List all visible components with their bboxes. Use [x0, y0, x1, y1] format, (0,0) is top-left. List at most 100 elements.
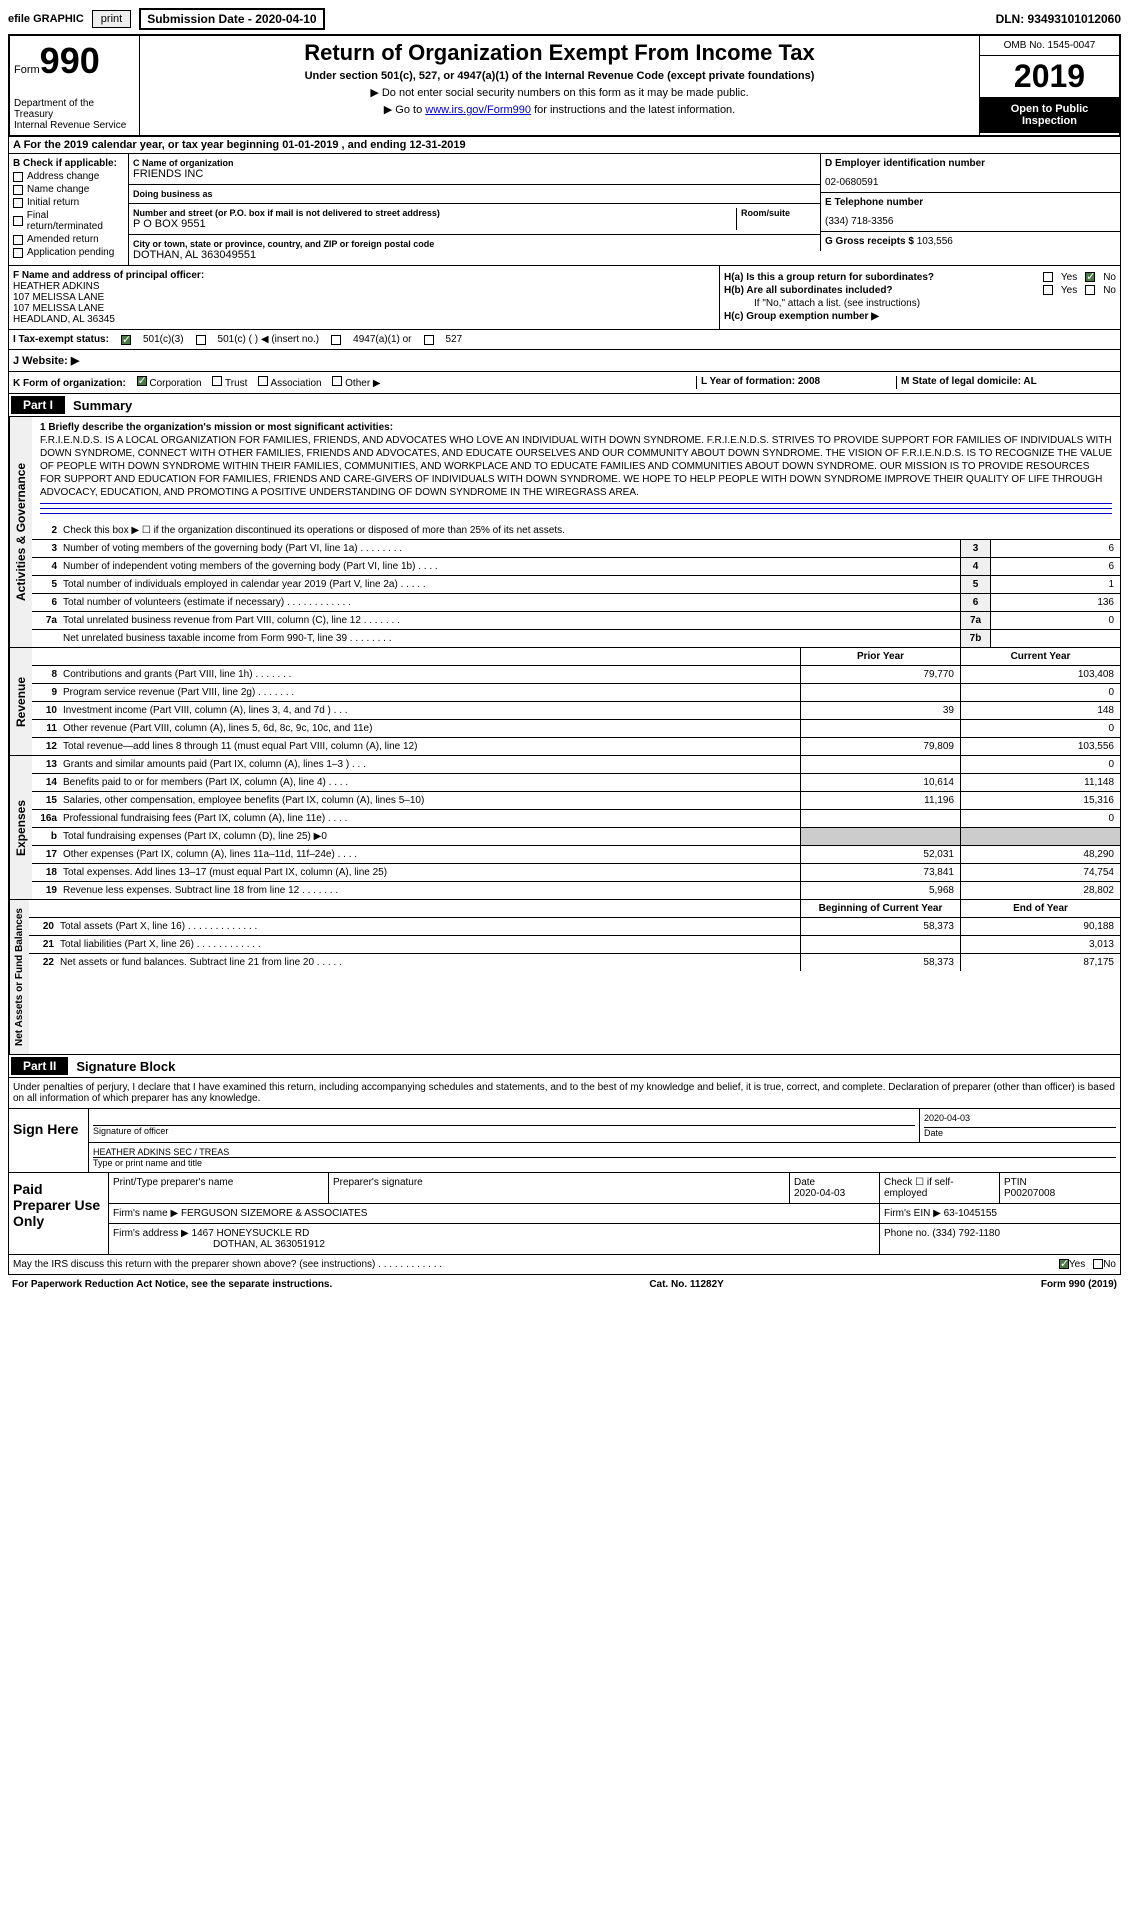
mission-text: F.R.I.E.N.D.S. IS A LOCAL ORGANIZATION F… [40, 434, 1112, 499]
chk-ha-no[interactable] [1085, 272, 1095, 282]
org-name: FRIENDS INC [133, 168, 816, 180]
firm-ein: 63-1045155 [944, 1208, 997, 1219]
chk-corp[interactable] [137, 376, 147, 386]
ein: 02-0680591 [825, 177, 1116, 188]
prior-value: 79,809 [800, 738, 960, 755]
top-bar: efile GRAPHIC print Submission Date - 20… [8, 8, 1121, 30]
department: Department of the Treasury Internal Reve… [14, 98, 135, 131]
prior-value [800, 684, 960, 701]
telephone: (334) 718-3356 [825, 216, 1116, 227]
current-value: 103,408 [960, 666, 1120, 683]
prior-value: 39 [800, 702, 960, 719]
current-value: 11,148 [960, 774, 1120, 791]
current-value: 103,556 [960, 738, 1120, 755]
expenses-label: Expenses [9, 756, 32, 899]
form-header: Form990 Department of the Treasury Inter… [8, 34, 1121, 137]
row-j: J Website: ▶ [8, 350, 1121, 372]
gov-value: 6 [990, 540, 1120, 557]
block-h: H(a) Is this a group return for subordin… [720, 266, 1120, 329]
row-a: A For the 2019 calendar year, or tax yea… [8, 137, 1121, 154]
tax-year: 2019 [980, 56, 1119, 97]
prior-value: 11,196 [800, 792, 960, 809]
part1-header: Part I [11, 396, 65, 414]
part2-header: Part II [11, 1057, 68, 1075]
chk-initial[interactable] [13, 198, 23, 208]
block-c: C Name of organizationFRIENDS INC Doing … [129, 154, 820, 265]
sign-here-label: Sign Here [9, 1109, 89, 1172]
current-value [960, 828, 1120, 845]
current-value: 48,290 [960, 846, 1120, 863]
part2-title: Signature Block [76, 1059, 175, 1074]
chk-hb-yes[interactable] [1043, 285, 1053, 295]
form990-link[interactable]: www.irs.gov/Form990 [425, 104, 531, 116]
gross-receipts: 103,556 [917, 236, 953, 247]
chk-pending[interactable] [13, 248, 23, 258]
chk-trust[interactable] [212, 376, 222, 386]
chk-hb-no[interactable] [1085, 285, 1095, 295]
current-value: 0 [960, 720, 1120, 737]
chk-final[interactable] [13, 216, 23, 226]
chk-ha-yes[interactable] [1043, 272, 1053, 282]
prior-value [800, 936, 960, 953]
form-title: Return of Organization Exempt From Incom… [144, 40, 975, 66]
gov-value: 136 [990, 594, 1120, 611]
org-city: DOTHAN, AL 363049551 [133, 249, 816, 261]
chk-address[interactable] [13, 172, 23, 182]
revenue-label: Revenue [9, 648, 32, 755]
print-button[interactable]: print [92, 10, 131, 28]
prior-value [800, 720, 960, 737]
chk-501c[interactable] [196, 335, 206, 345]
current-value: 28,802 [960, 882, 1120, 899]
efile-label: efile GRAPHIC [8, 13, 84, 25]
current-value: 90,188 [960, 918, 1120, 935]
block-f: F Name and address of principal officer:… [9, 266, 720, 329]
chk-discuss-yes[interactable] [1059, 1259, 1069, 1269]
prior-value [800, 828, 960, 845]
chk-assoc[interactable] [258, 376, 268, 386]
governance-label: Activities & Governance [9, 417, 32, 647]
declaration: Under penalties of perjury, I declare th… [9, 1078, 1120, 1109]
row-k: K Form of organization: Corporation Trus… [8, 372, 1121, 394]
netassets-label: Net Assets or Fund Balances [9, 900, 29, 1054]
preparer-phone: (334) 792-1180 [932, 1228, 1000, 1239]
chk-discuss-no[interactable] [1093, 1259, 1103, 1269]
dln: DLN: 93493101012060 [996, 12, 1121, 26]
chk-name[interactable] [13, 185, 23, 195]
gov-value: 0 [990, 612, 1120, 629]
row-i: I Tax-exempt status: 501(c)(3) 501(c) ( … [8, 330, 1121, 350]
current-value: 0 [960, 810, 1120, 827]
current-value: 3,013 [960, 936, 1120, 953]
prior-value: 58,373 [800, 954, 960, 971]
chk-527[interactable] [424, 335, 434, 345]
form-prefix: Form [14, 64, 40, 76]
current-value: 148 [960, 702, 1120, 719]
public-inspection: Open to Public Inspection [980, 97, 1119, 133]
current-value: 15,316 [960, 792, 1120, 809]
prior-value: 73,841 [800, 864, 960, 881]
org-address: P O BOX 9551 [133, 218, 736, 230]
chk-501c3[interactable] [121, 335, 131, 345]
prior-value: 10,614 [800, 774, 960, 791]
current-value: 87,175 [960, 954, 1120, 971]
chk-4947[interactable] [331, 335, 341, 345]
part1-title: Summary [73, 398, 132, 413]
current-value: 0 [960, 684, 1120, 701]
form-number: 990 [40, 40, 100, 81]
ptin: P00207008 [1004, 1188, 1055, 1199]
prior-value [800, 810, 960, 827]
officer-name: HEATHER ADKINS SEC / TREAS [93, 1147, 1116, 1157]
prior-value [800, 756, 960, 773]
instruction-2: ▶ Go to www.irs.gov/Form990 for instruct… [144, 103, 975, 116]
prior-value: 52,031 [800, 846, 960, 863]
prior-value: 5,968 [800, 882, 960, 899]
instruction-1: ▶ Do not enter social security numbers o… [144, 86, 975, 99]
gov-value: 1 [990, 576, 1120, 593]
paid-preparer-label: Paid Preparer Use Only [9, 1173, 109, 1254]
form-subtitle: Under section 501(c), 527, or 4947(a)(1)… [144, 70, 975, 82]
chk-amended[interactable] [13, 235, 23, 245]
omb-number: OMB No. 1545-0047 [980, 36, 1119, 56]
current-value: 0 [960, 756, 1120, 773]
chk-other[interactable] [332, 376, 342, 386]
prior-value: 58,373 [800, 918, 960, 935]
prior-value: 79,770 [800, 666, 960, 683]
